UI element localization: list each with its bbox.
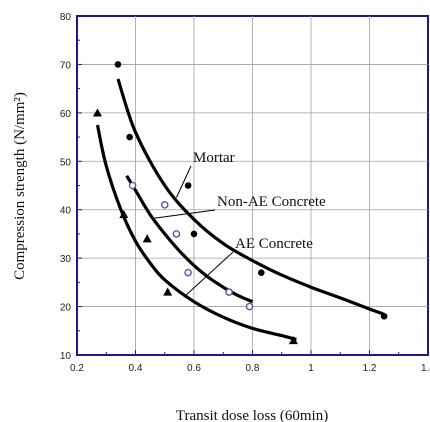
x-tick-label: 0.4 (129, 363, 143, 374)
data-point (160, 201, 169, 209)
annotation-leader (175, 165, 192, 198)
annotation-mortar: Mortar (193, 150, 235, 166)
annotation-leader (152, 209, 216, 219)
y-axis-title: Compression strength (N/mm²) (12, 92, 28, 280)
y-tick-label: 40 (60, 206, 72, 217)
annotation-leader (184, 251, 234, 297)
data-point (128, 181, 137, 190)
fit-curve (116, 78, 385, 316)
data-point (184, 268, 192, 277)
data-point (225, 288, 233, 296)
data-point (245, 302, 254, 311)
data-point (119, 210, 129, 219)
data-point (172, 230, 181, 238)
axis-ticks: 0.2 0.4 0.6 0.8 1 1.2 1.4 10 20 30 40 50 60 70 80 (60, 12, 430, 374)
annotation-leaders (152, 165, 234, 297)
data-point (163, 287, 173, 296)
x-tick-label: 1.2 (363, 363, 377, 374)
x-tick-label: 0.8 (246, 363, 260, 374)
y-tick-label: 30 (60, 254, 72, 265)
x-axis-title: Transit dose loss (60min) (176, 408, 328, 422)
data-point (380, 312, 388, 320)
grid (77, 16, 428, 355)
y-tick-label: 50 (60, 157, 72, 168)
y-tick-label: 10 (60, 351, 72, 362)
y-tick-label: 70 (60, 60, 72, 71)
x-tick-label: 0.2 (70, 363, 84, 374)
data-point (92, 108, 102, 117)
data-point (288, 335, 298, 345)
annotation-non-ae-concrete: Non-AE Concrete (217, 194, 326, 210)
data-point (142, 234, 152, 243)
data-point (190, 230, 198, 238)
y-tick-label: 20 (60, 303, 72, 314)
data-point (257, 269, 265, 276)
data-point (126, 133, 133, 141)
y-tick-label: 60 (60, 109, 72, 120)
y-tick-label: 80 (60, 12, 72, 23)
data-point (184, 182, 192, 189)
data-points (92, 61, 388, 345)
annotation-ae-concrete: AE Concrete (235, 236, 313, 252)
x-tick-label: 1.4 (421, 363, 430, 374)
fit-curve (95, 124, 297, 342)
x-tick-label: 1 (308, 363, 314, 374)
x-tick-label: 0.6 (187, 363, 201, 374)
data-point (114, 61, 122, 68)
